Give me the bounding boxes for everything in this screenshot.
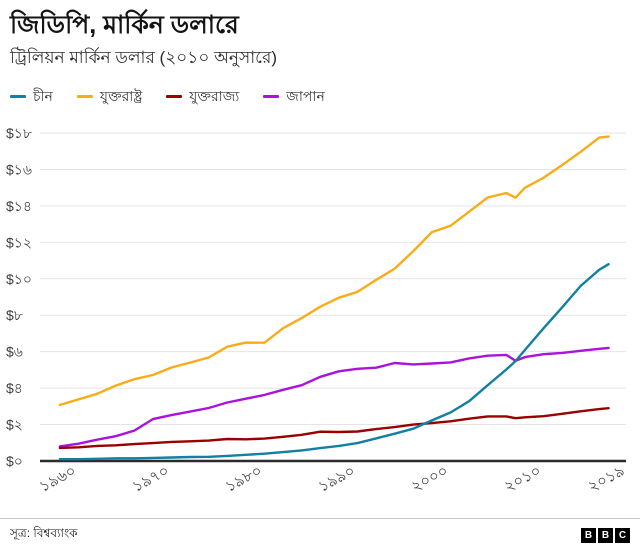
y-tick-label: $৪ bbox=[6, 380, 23, 396]
x-tick-label: ১৯৬০ bbox=[37, 462, 79, 495]
legend: চীন যুক্তরাষ্ট্র যুক্তরাজ্য জাপান bbox=[0, 69, 640, 115]
y-tick-label: $১২ bbox=[6, 234, 32, 250]
line-chart: $০ $২ $৪ $৬ $৮ $১০ $১২ $১৪ $১৬ $১৮ ১৯৬০ ১৯৭০ ১৯৮০ ১৯৯… bbox=[6, 125, 628, 496]
plot-area: $০ $২ $৪ $৬ $৮ $১০ $১২ $১৪ $১৬ $১৮ ১৯৬০ ১৯৭০ ১৯৮০ ১৯৯… bbox=[0, 115, 640, 513]
y-tick-label: $১৪ bbox=[6, 198, 32, 214]
y-tick-label: $১০ bbox=[6, 270, 32, 286]
legend-label: যুক্তরাজ্য bbox=[189, 87, 240, 104]
bbc-logo-block: B bbox=[581, 527, 596, 543]
legend-swatch-usa bbox=[76, 95, 93, 99]
legend-item-usa: যুক্তরাষ্ট্র bbox=[76, 85, 143, 109]
bbc-logo-block: B bbox=[598, 527, 613, 543]
bbc-logo-block: C bbox=[615, 527, 630, 543]
x-tick-label: ১৯৯০ bbox=[316, 462, 358, 495]
series-line-uk bbox=[58, 406, 610, 449]
x-tick-label: ২০১৯ bbox=[585, 462, 627, 495]
y-tick-label: $০ bbox=[6, 453, 23, 469]
y-tick-label: $৬ bbox=[6, 343, 23, 359]
source-note: সূত্র: বিশ্বব্যাংক bbox=[10, 526, 78, 540]
x-tick-label: ২০০০ bbox=[409, 462, 451, 495]
legend-swatch-uk bbox=[166, 95, 183, 99]
series-line-usa bbox=[58, 135, 610, 406]
x-tick-label: ২০১০ bbox=[502, 462, 544, 495]
x-tick-label: ১৯৭০ bbox=[130, 462, 172, 495]
legend-item-uk: যুক্তরাজ্য bbox=[166, 85, 239, 109]
legend-item-china: চীন bbox=[10, 85, 53, 109]
series-line-china bbox=[58, 262, 610, 461]
legend-label: যুক্তরাষ্ট্র bbox=[99, 87, 143, 104]
legend-swatch-china bbox=[10, 95, 26, 99]
y-tick-label: $১৬ bbox=[6, 161, 32, 177]
y-tick-label: $৮ bbox=[6, 307, 23, 323]
series-line-japan bbox=[58, 346, 610, 448]
chart-header: জিডিপি, মার্কিন ডলারে ট্রিলিয়ন মার্কিন … bbox=[0, 0, 640, 69]
legend-swatch-japan bbox=[263, 95, 280, 99]
legend-label: জাপান bbox=[286, 87, 325, 104]
legend-item-japan: জাপান bbox=[263, 85, 325, 109]
legend-label: চীন bbox=[33, 87, 53, 104]
chart-title: জিডিপি, মার্কিন ডলারে bbox=[10, 11, 239, 39]
y-tick-label: $২ bbox=[6, 416, 23, 432]
chart-subtitle: ট্রিলিয়ন মার্কিন ডলার (২০১০ অনুসারে) bbox=[10, 48, 277, 68]
y-tick-label: $১৮ bbox=[6, 125, 32, 141]
x-tick-label: ১৯৮০ bbox=[223, 462, 265, 495]
